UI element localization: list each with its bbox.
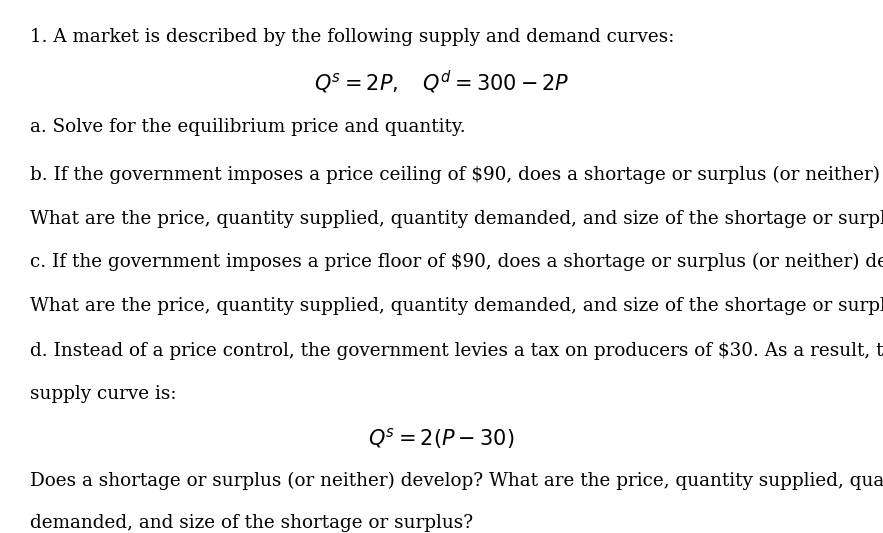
Text: demanded, and size of the shortage or surplus?: demanded, and size of the shortage or su… — [30, 514, 473, 532]
Text: b. If the government imposes a price ceiling of $90, does a shortage or surplus : b. If the government imposes a price cei… — [30, 166, 883, 184]
Text: d. Instead of a price control, the government levies a tax on producers of $30. : d. Instead of a price control, the gover… — [30, 342, 883, 360]
Text: $Q^s = 2(P - 30)$: $Q^s = 2(P - 30)$ — [368, 426, 515, 450]
Text: $Q^s = 2P,  \quad Q^d = 300 - 2P$: $Q^s = 2P, \quad Q^d = 300 - 2P$ — [313, 69, 570, 96]
Text: a. Solve for the equilibrium price and quantity.: a. Solve for the equilibrium price and q… — [30, 118, 465, 136]
Text: c. If the government imposes a price floor of $90, does a shortage or surplus (o: c. If the government imposes a price flo… — [30, 253, 883, 271]
Text: supply curve is:: supply curve is: — [30, 385, 177, 403]
Text: 1. A market is described by the following supply and demand curves:: 1. A market is described by the followin… — [30, 28, 675, 46]
Text: What are the price, quantity supplied, quantity demanded, and size of the shorta: What are the price, quantity supplied, q… — [30, 297, 883, 316]
Text: What are the price, quantity supplied, quantity demanded, and size of the shorta: What are the price, quantity supplied, q… — [30, 209, 883, 228]
Text: Does a shortage or surplus (or neither) develop? What are the price, quantity su: Does a shortage or surplus (or neither) … — [30, 472, 883, 490]
